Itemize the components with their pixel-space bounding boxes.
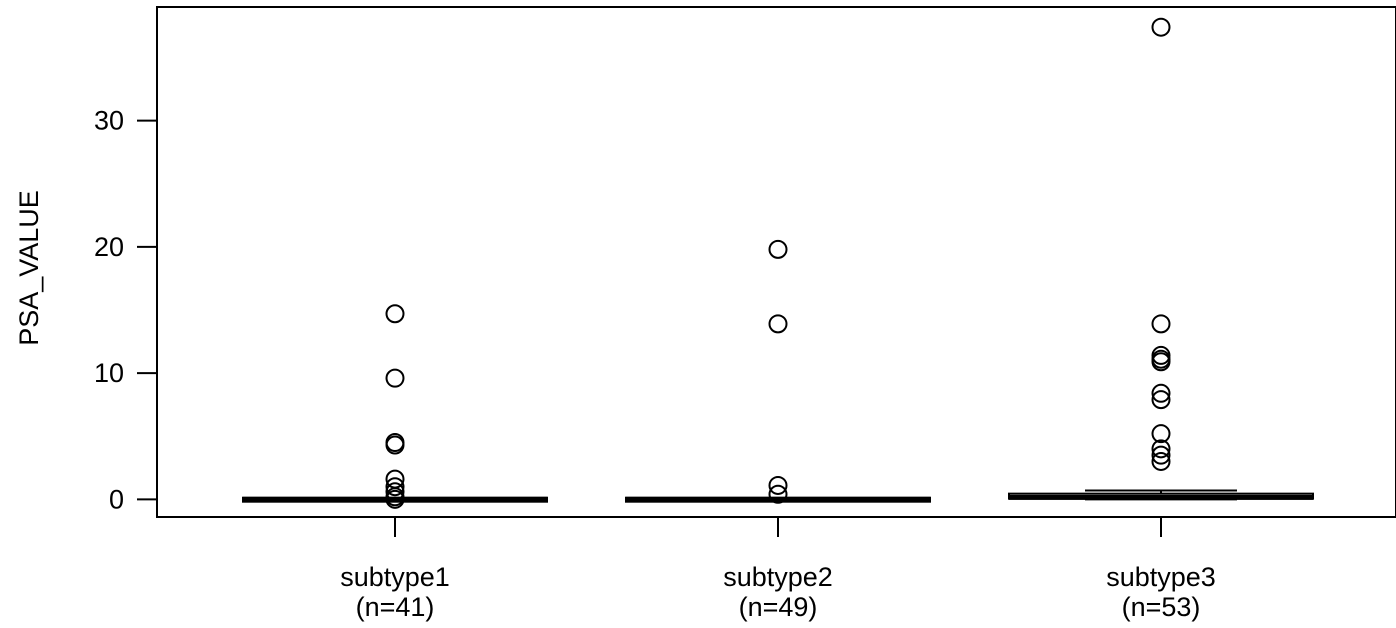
x-axis: subtype1(n=41) subtype2(n=49) subtype3(n=5… xyxy=(340,517,1216,622)
outlier-point xyxy=(1151,445,1171,465)
outlier-point xyxy=(385,489,405,509)
y-axis: 0 10 20 30 xyxy=(94,106,158,514)
outlier-point xyxy=(1151,314,1171,334)
outlier-point xyxy=(768,475,788,495)
outlier-point xyxy=(1151,383,1171,403)
outlier-point xyxy=(385,477,405,497)
outlier-point xyxy=(768,484,788,504)
outlier-point xyxy=(1151,424,1171,444)
outlier-point xyxy=(1151,451,1171,471)
outlier-point xyxy=(768,314,788,334)
x-tick-label: subtype3 xyxy=(1106,562,1216,592)
outlier-point xyxy=(1151,352,1171,372)
outlier-point xyxy=(385,435,405,455)
box-subtype1 xyxy=(242,304,548,509)
box-subtype2 xyxy=(625,239,931,504)
outlier-point xyxy=(385,482,405,502)
x-tick-n-label: (n=41) xyxy=(356,592,435,622)
y-tick-label: 30 xyxy=(94,106,124,136)
y-axis-title: PSA_VALUE xyxy=(14,190,44,346)
plot-frame xyxy=(156,6,1396,518)
y-tick-label: 10 xyxy=(94,358,124,388)
x-tick-label: subtype1 xyxy=(340,562,450,592)
outlier-point xyxy=(385,304,405,324)
x-tick-n-label: (n=53) xyxy=(1122,592,1201,622)
y-tick-label: 0 xyxy=(109,484,124,514)
outlier-point xyxy=(768,239,788,259)
outlier-point xyxy=(385,368,405,388)
y-tick-label: 20 xyxy=(94,232,124,262)
outlier-point xyxy=(1151,439,1171,459)
x-tick-n-label: (n=49) xyxy=(739,592,818,622)
outlier-point xyxy=(1151,17,1171,37)
box-subtype3 xyxy=(1008,17,1314,501)
outlier-point xyxy=(1151,390,1171,410)
boxes xyxy=(242,17,1314,509)
x-tick-label: subtype2 xyxy=(723,562,833,592)
